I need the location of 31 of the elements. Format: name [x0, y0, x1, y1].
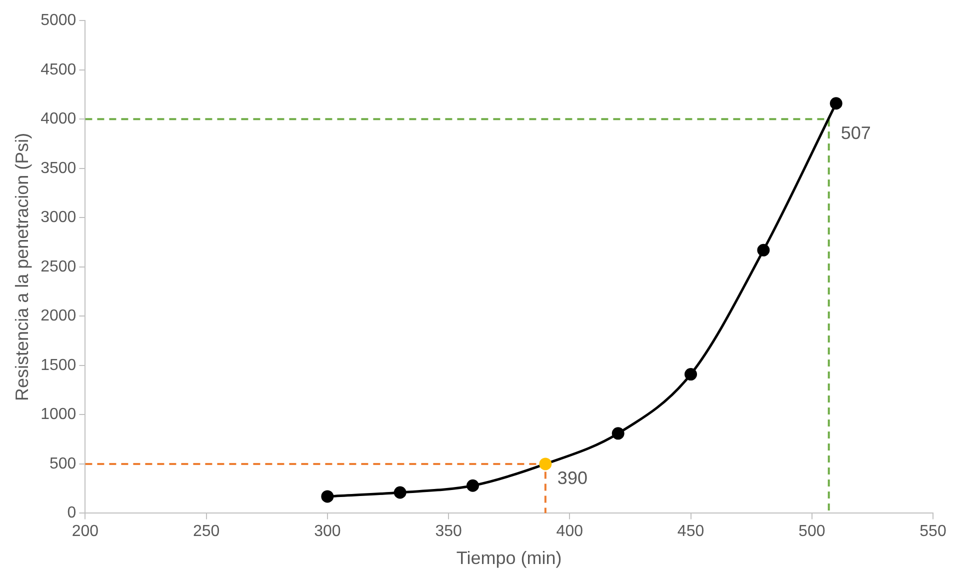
- y-tick-label: 2000: [40, 308, 76, 325]
- y-tick-label: 3500: [40, 160, 76, 177]
- x-tick-label: 400: [556, 523, 584, 540]
- y-tick-label: 2500: [40, 258, 76, 276]
- annotation: 507: [840, 123, 871, 144]
- y-tick-label: 1000: [40, 406, 76, 424]
- annotation: 390: [557, 468, 588, 488]
- point: [539, 458, 552, 470]
- point: [466, 479, 480, 492]
- y-tick-label: 4500: [40, 61, 76, 78]
- x-tick-label: 350: [435, 523, 462, 540]
- y-tick-label: 0: [67, 504, 76, 522]
- y-axis-title: Resistencia a la penetracion (Psi): [12, 132, 32, 401]
- point: [757, 244, 770, 256]
- x-tick-label: 450: [677, 523, 704, 540]
- y-tick-label: 3000: [40, 209, 76, 226]
- x-tick-label: 200: [72, 523, 99, 540]
- point: [321, 490, 334, 503]
- x-tick-label: 550: [920, 523, 946, 540]
- point: [394, 486, 406, 499]
- y-tick-label: 5000: [40, 12, 76, 30]
- x-tick-label: 500: [798, 523, 826, 540]
- y-tick-label: 4000: [40, 110, 76, 128]
- point: [830, 97, 842, 110]
- point: [684, 368, 698, 381]
- x-tick-label: 300: [314, 523, 341, 540]
- x-tick-label: 250: [192, 523, 220, 540]
- point: [612, 427, 624, 440]
- y-tick-label: 1500: [40, 356, 76, 374]
- x-axis-title: Tiempo (min): [456, 548, 562, 568]
- y-tick-label: 500: [49, 455, 76, 472]
